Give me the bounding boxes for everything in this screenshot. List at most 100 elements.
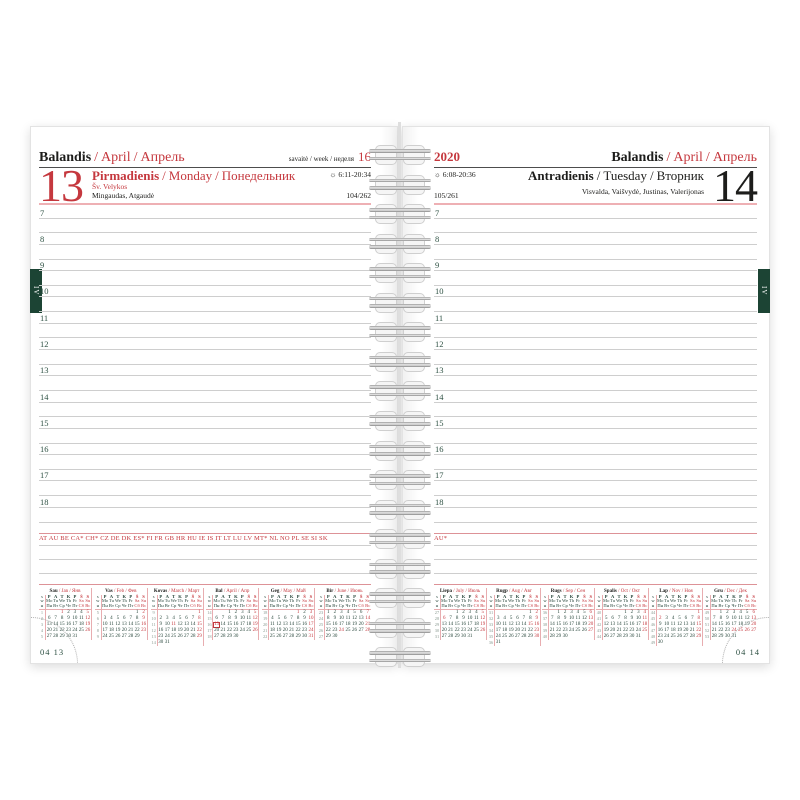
calendar-day: 16 (562, 622, 568, 628)
punch-hole (375, 617, 397, 638)
calendar-day: 17 (664, 628, 670, 633)
month-name-en: April (673, 150, 703, 165)
weekday-header: Sa (190, 598, 196, 604)
wire (369, 274, 431, 279)
calendar-day (196, 640, 202, 646)
calendar-day: 15 (295, 622, 301, 628)
calendar-day: 21 (220, 628, 226, 633)
weekday-header: Tu (332, 598, 338, 604)
punch-hole (403, 145, 425, 165)
calendar-day: 10 (72, 616, 78, 622)
weekday-header: K (234, 593, 238, 599)
weekday-header: Пт (71, 603, 79, 611)
calendar-day: 17 (338, 622, 344, 628)
calendar-day: 15 (718, 622, 724, 628)
weekday-header: Вт (52, 603, 59, 611)
calendar-day: 2 (630, 610, 634, 616)
hour-row: 13 (39, 365, 371, 392)
weekday-header: P (496, 593, 500, 599)
punch-hole (403, 529, 425, 550)
punch-hole (375, 470, 397, 491)
weekday-header: Fr (629, 598, 634, 604)
binding-coil (368, 499, 432, 520)
calendar-day: 22 (454, 628, 460, 633)
hour-label: 10 (40, 286, 49, 297)
week-column-label: s (318, 594, 325, 600)
week-number: 16 (358, 149, 371, 164)
week-number: 8 (95, 628, 102, 634)
weekday-header: Fr (467, 598, 472, 604)
hour-row: 17 (434, 470, 757, 497)
binding-coil (368, 470, 432, 491)
calendar-day: 4 (739, 610, 742, 616)
weekday-header: Sa (690, 598, 695, 604)
calendar-day: 18 (473, 622, 479, 628)
week-column-label: w (434, 599, 441, 605)
weekday-header: Пн (603, 603, 610, 611)
weekday-header: Вс (251, 603, 259, 611)
punch-hole (403, 470, 425, 491)
mini-calendar-title: Liepa / July / Июль (439, 588, 481, 594)
calendar-day: 23 (562, 628, 568, 633)
calendar-day: 18 (575, 622, 581, 628)
calendar-day: 14 (365, 616, 371, 622)
hour-row: 16 (39, 444, 371, 471)
weekday-header: Fr (738, 598, 743, 604)
calendar-day: 27 (358, 628, 364, 633)
week-number: 41 (596, 616, 603, 623)
week-number: 47 (650, 628, 657, 634)
hour-label: 10 (435, 286, 444, 297)
calendar-day: 26 (115, 633, 121, 639)
week-column-label: w (151, 599, 158, 605)
calendar-rule (39, 583, 371, 585)
wire (369, 592, 431, 596)
calendar-day: 11 (642, 616, 648, 622)
day-name: Pirmadienis / Monday / Понедельник (92, 169, 295, 182)
punch-hole (403, 588, 425, 609)
calendar-day: 15 (196, 622, 202, 628)
calendar-day: 12 (581, 616, 587, 622)
weekday-header: P (270, 593, 274, 599)
binding-coil (368, 558, 432, 579)
week-number: 17 (207, 628, 214, 634)
weekday-header: K (732, 593, 736, 599)
wire (369, 267, 431, 271)
weekday-header: P (684, 593, 688, 599)
calendar-day: 10 (635, 616, 641, 622)
weekday-header: P (550, 593, 554, 599)
calendar-day: 11 (78, 616, 84, 622)
week-number: 30 (434, 628, 441, 634)
weekday-header: Mo (549, 598, 556, 604)
punch-hole (375, 410, 397, 431)
calendar-day: 23 (534, 628, 540, 633)
weekday-header: Вт (447, 603, 454, 611)
day-info: ☼ 6:11-20:34 104/262 (330, 169, 371, 203)
weekday-header: Вт (501, 603, 508, 611)
calendar-day: 28 (128, 633, 134, 639)
calendar-day: 14 (549, 622, 555, 628)
weekday-header: Пн (441, 603, 448, 611)
calendar-day: 22 (59, 628, 65, 633)
calendar-day: 22 (134, 628, 140, 633)
calendar-day: 30 (302, 633, 308, 639)
calendar-day: 13 (751, 616, 757, 622)
weekday-header: Вс (533, 603, 540, 611)
weekday-header: K (515, 593, 520, 599)
punch-hole (375, 529, 397, 550)
weekday-header: S (142, 593, 145, 599)
punch-hole (403, 499, 425, 520)
calendar-day: 9 (630, 616, 634, 622)
wire (369, 186, 431, 190)
calendar-day: 7 (617, 616, 621, 622)
week-number: 18 (262, 610, 270, 617)
calendar-day: 29 (196, 633, 202, 639)
weekday-header: A (610, 593, 615, 599)
weekday-header: Чт (622, 603, 629, 611)
calendar-day: 4 (247, 610, 250, 616)
weekday-header: Пт (294, 603, 302, 611)
weekday-header: Вт (717, 603, 725, 611)
page-right-content: 2020 Balandis / April / Апрель ☼ 6:08-20:36 … (434, 127, 758, 663)
mini-calendar-title: Rugp / Aug / Авг (496, 588, 532, 594)
hour-label: 18 (435, 496, 444, 507)
weekday-header: Su (141, 598, 146, 604)
